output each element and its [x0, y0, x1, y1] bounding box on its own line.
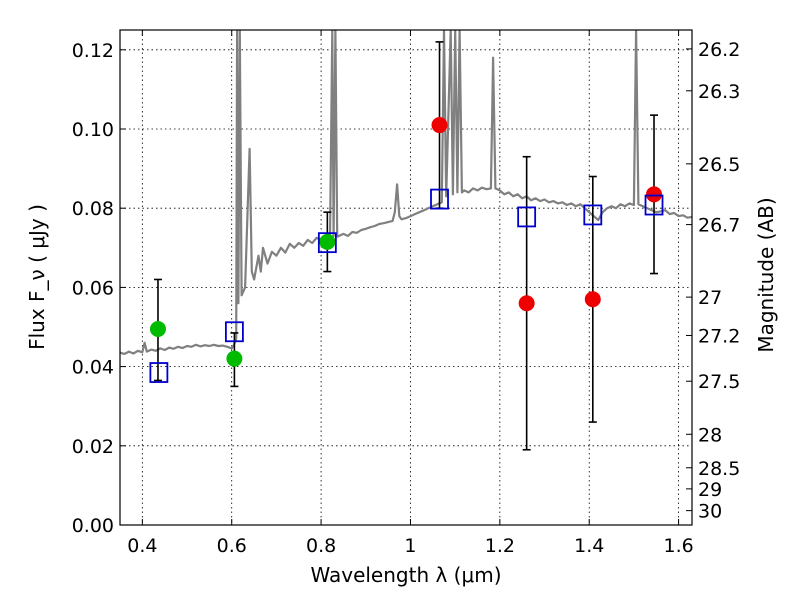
magnitude-tick-label: 27.2 — [698, 325, 740, 347]
y-tick-label: 0.08 — [72, 198, 114, 220]
plot-area — [120, 30, 692, 525]
model-photometry-point — [430, 188, 449, 210]
magnitude-tick-label: 30 — [698, 501, 722, 523]
model-photometry-point — [517, 206, 537, 228]
y-tick-label: 0.04 — [72, 357, 114, 379]
y-tick-label: 0.00 — [72, 515, 114, 537]
magnitude-axis-title: Magnitude (AB) — [754, 197, 778, 352]
magnitude-tick-label: 26.3 — [698, 81, 740, 103]
model-photometry-point — [583, 204, 603, 226]
magnitude-tick-label: 27 — [698, 287, 722, 309]
y-axis-title: Flux F_ν ( μJy ) — [25, 204, 49, 350]
x-tick-label: 1.2 — [485, 535, 515, 557]
data-point — [319, 233, 336, 250]
spectrum-layer — [120, 30, 692, 355]
data-point — [518, 295, 535, 312]
model-photometry-point — [644, 194, 664, 216]
model-photometry-point — [317, 232, 337, 254]
magnitude-tick-label: 26.7 — [698, 215, 740, 237]
data-point — [646, 186, 663, 203]
data-markers — [149, 117, 664, 383]
model-photometry-point — [224, 321, 244, 343]
y-tick-label: 0.12 — [72, 40, 114, 62]
magnitude-tick-label: 28 — [698, 424, 722, 446]
y-tick-label: 0.10 — [72, 119, 114, 141]
data-point — [149, 320, 166, 337]
magnitude-tick-label: 27.5 — [698, 371, 740, 393]
y-axis-ticks: 0.00 0.02 0.04 0.06 0.08 0.10 0.12 — [72, 40, 126, 537]
data-point — [584, 291, 601, 308]
magnitude-tick-label: 26.2 — [698, 39, 740, 61]
x-axis-ticks: 0.4 0.6 0.8 1 1.2 1.4 1.6 — [127, 30, 694, 557]
x-axis-title: Wavelength λ (μm) — [310, 563, 501, 587]
model-spectrum-line — [120, 30, 692, 355]
x-tick-label: 1.6 — [663, 535, 693, 557]
plot-frame — [119, 29, 693, 526]
y-tick-label: 0.06 — [72, 277, 114, 299]
magnitude-tick-label: 26.5 — [698, 154, 740, 176]
y-tick-label: 0.02 — [72, 436, 114, 458]
x-tick-label: 0.4 — [127, 535, 157, 557]
magnitude-tick-label: 28.5 — [698, 458, 740, 480]
model-photometry-point — [149, 362, 169, 383]
x-tick-label: 0.6 — [217, 535, 247, 557]
magnitude-tick-label: 29 — [698, 479, 722, 501]
grid-lines — [120, 30, 692, 526]
data-point — [431, 117, 448, 134]
x-tick-label: 0.8 — [306, 535, 336, 557]
x-tick-label: 1.4 — [574, 535, 604, 557]
x-tick-label: 1 — [404, 535, 416, 557]
data-point — [226, 350, 243, 367]
